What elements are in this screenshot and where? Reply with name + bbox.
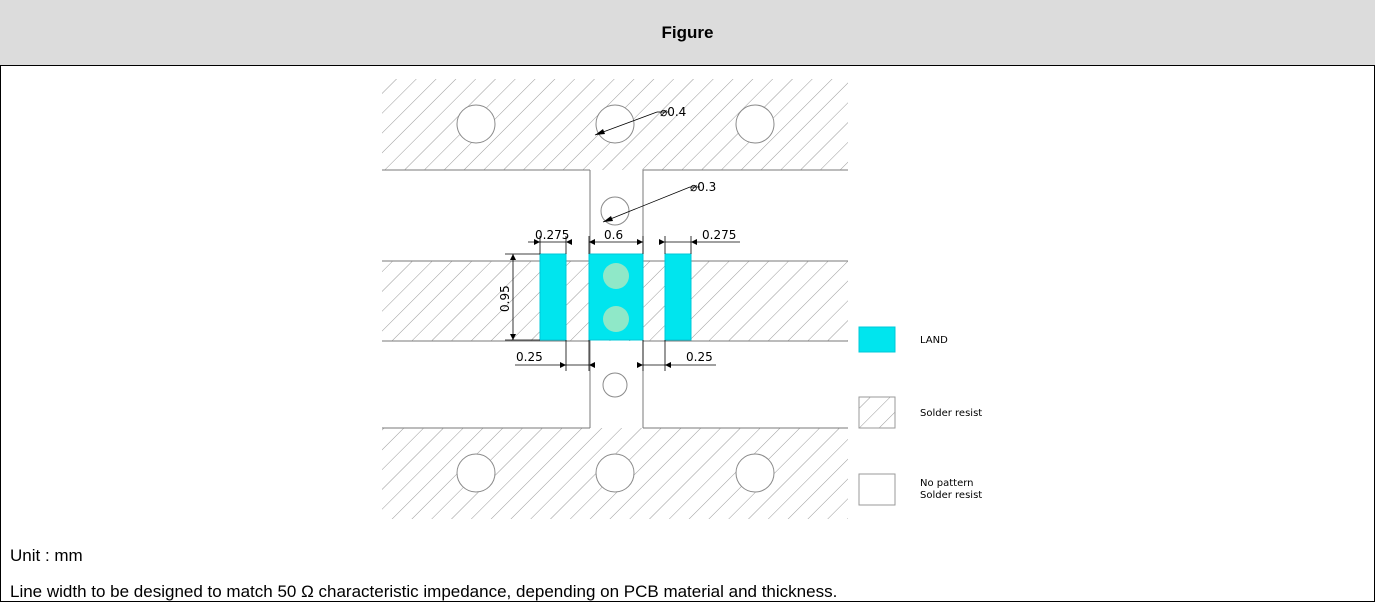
arrow-right-b	[691, 239, 697, 245]
figure-header: Figure	[0, 0, 1375, 66]
figure-title: Figure	[661, 22, 714, 42]
dim-right-width-label: 0.275	[702, 228, 736, 242]
dim-right-gap-label: 0.25	[686, 350, 713, 364]
via-bottom-left	[456, 453, 496, 493]
land-pattern-diagram: ⌀0.4 ⌀0.3 0.275 0.6 0.275 0.95 0.25 0.25…	[382, 79, 982, 519]
via-top-left	[456, 104, 496, 144]
arrow-right-a	[659, 239, 665, 245]
arrow-gap-left-a	[560, 362, 566, 368]
unit-note: Unit : mm	[10, 546, 83, 565]
via-on-land-upper	[603, 263, 629, 289]
dim-height-label: 0.95	[498, 285, 512, 312]
via-on-land-lower	[603, 306, 629, 332]
arrow-height-bottom	[510, 334, 516, 340]
arrow-center-b	[637, 239, 643, 245]
legend-land-label: LAND	[920, 335, 948, 346]
arrow-via-large	[595, 129, 605, 135]
arrow-left-width	[534, 239, 540, 245]
via-bottom-center	[595, 453, 635, 493]
arrow-left-width-b	[566, 239, 572, 245]
via-bottom-right	[735, 453, 775, 493]
arrow-gap-right-b	[665, 362, 671, 368]
dim-center-width-label: 0.6	[604, 228, 623, 242]
via-upper-trace	[600, 196, 630, 226]
land-left	[539, 253, 567, 341]
legend-no-pattern-label-1: No pattern	[920, 478, 974, 489]
via-top-right	[735, 104, 775, 144]
legend: LAND Solder resist No pattern Solder res…	[858, 326, 982, 506]
legend-solder-resist-label: Solder resist	[920, 408, 982, 419]
arrow-gap-right-a	[637, 362, 643, 368]
arrow-height-top	[510, 254, 516, 260]
leader-via-small	[602, 186, 691, 223]
line-width-note: Line width to be designed to match 50 Ω …	[10, 582, 838, 601]
dim-via-small-label: ⌀0.3	[690, 180, 716, 194]
arrow-center-a	[589, 239, 595, 245]
land-right	[664, 253, 692, 341]
dim-left-gap-label: 0.25	[516, 350, 543, 364]
legend-no-pattern-swatch	[858, 473, 896, 506]
arrow-via-small	[603, 216, 613, 222]
dim-via-large-label: ⌀0.4	[660, 105, 686, 119]
via-top-center	[595, 104, 635, 144]
via-lower-trace	[602, 372, 628, 398]
legend-no-pattern-label-2: Solder resist	[920, 490, 982, 501]
arrow-gap-left-b	[589, 362, 595, 368]
dim-left-width-label: 0.275	[535, 228, 569, 242]
leader-via-large	[594, 111, 658, 136]
legend-land-swatch	[858, 326, 896, 353]
legend-solder-resist-swatch	[858, 396, 896, 429]
